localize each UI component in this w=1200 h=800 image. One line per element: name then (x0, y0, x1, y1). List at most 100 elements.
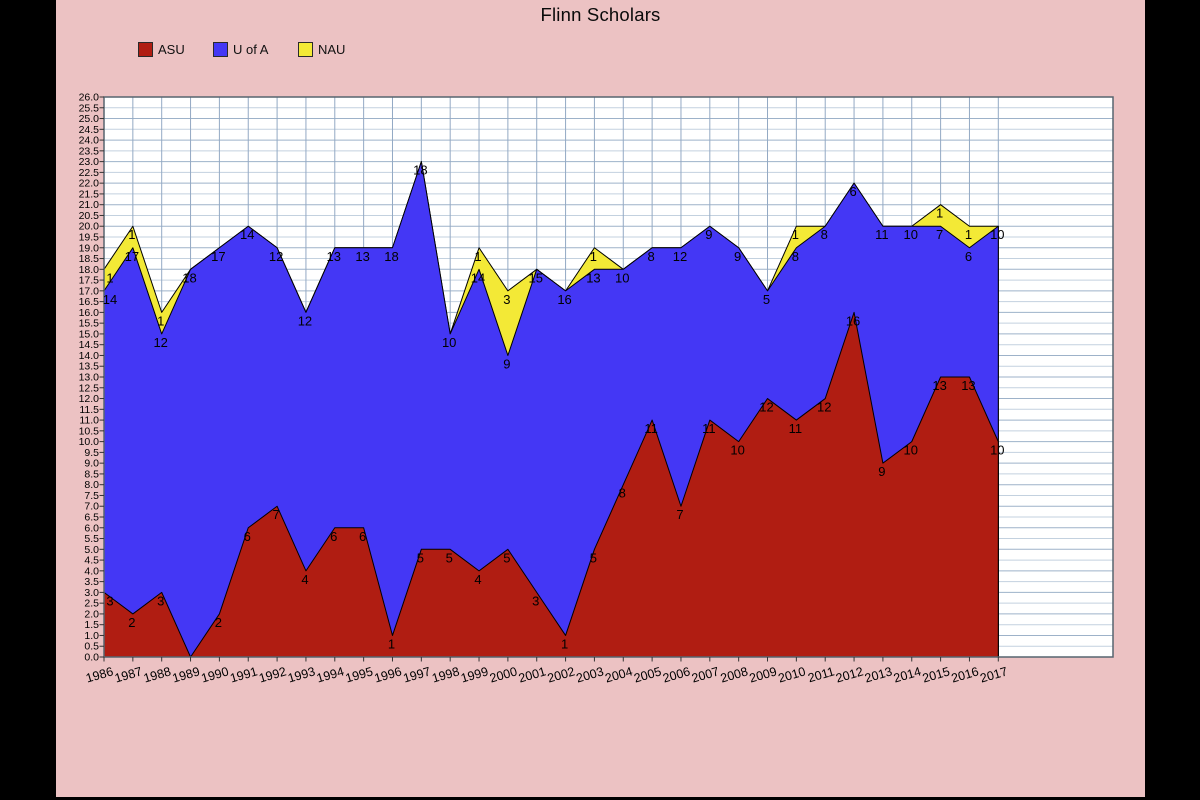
data-label-uofa: 8 (792, 249, 799, 264)
asu-swatch (138, 42, 153, 57)
x-axis-label: 2017 (979, 664, 1010, 685)
legend-item-asu: ASU (138, 42, 185, 57)
x-axis-label: 2013 (863, 664, 894, 685)
data-label-nau: 1 (936, 206, 943, 221)
data-label-asu: 2 (128, 615, 135, 630)
y-axis-label: 22.5 (79, 167, 100, 179)
data-label-asu: 3 (532, 593, 539, 608)
y-axis-label: 18.0 (79, 264, 100, 276)
data-label-uofa: 10 (442, 335, 456, 350)
y-axis-label: 12.5 (79, 382, 100, 394)
data-label-uofa: 13 (586, 270, 600, 285)
chart-canvas: Flinn Scholars ASU U of A NAU 0.0 0.5 1.0 1… (56, 0, 1145, 797)
x-axis-label: 1996 (373, 664, 404, 685)
x-axis-label: 2007 (690, 664, 721, 685)
data-label-uofa: 12 (269, 249, 283, 264)
y-axis-label: 1.5 (84, 619, 99, 631)
data-label-nau: 1 (106, 270, 113, 285)
x-axis-label: 2014 (892, 664, 923, 685)
x-axis-label: 1997 (402, 664, 433, 685)
data-label-asu: 12 (759, 400, 773, 415)
y-axis-label: 13.0 (79, 372, 100, 384)
x-axis-label: 1986 (84, 664, 115, 685)
y-axis-label: 0.0 (84, 652, 99, 664)
y-axis-label: 23.5 (79, 145, 100, 157)
data-label-uofa: 18 (182, 270, 196, 285)
x-axis-label: 1991 (228, 664, 259, 685)
y-axis-label: 4.0 (84, 565, 99, 577)
y-axis-label: 14.0 (79, 350, 100, 362)
data-label-uofa: 17 (125, 249, 139, 264)
data-label-asu: 11 (702, 421, 716, 436)
data-label-asu: 6 (244, 529, 251, 544)
data-label-asu: 7 (676, 507, 683, 522)
x-axis-label: 1995 (344, 664, 375, 685)
y-axis-label: 7.0 (84, 501, 99, 513)
y-axis-label: 2.0 (84, 608, 99, 620)
y-axis-label: 20.0 (79, 221, 100, 233)
data-label-asu: 1 (561, 636, 568, 651)
data-label-asu: 8 (619, 486, 626, 501)
y-axis-label: 4.5 (84, 555, 99, 567)
x-axis-label: 1994 (315, 664, 346, 685)
chart-svg: 0.00.51.01.52.02.53.03.54.04.55.05.56.06… (79, 92, 1114, 686)
legend-item-uofa: U of A (213, 42, 268, 57)
y-axis-label: 25.5 (79, 102, 100, 114)
chart-title: Flinn Scholars (540, 4, 661, 25)
x-axis-label: 1990 (200, 664, 231, 685)
data-label-asu: 5 (503, 550, 510, 565)
y-axis-label: 11.0 (79, 415, 99, 427)
x-axis-label: 1999 (459, 664, 490, 685)
data-label-asu: 7 (272, 507, 279, 522)
y-axis-label: 21.5 (79, 188, 100, 200)
y-axis-label: 12.0 (79, 393, 100, 405)
data-label-uofa: 13 (355, 249, 369, 264)
data-label-uofa: 12 (153, 335, 167, 350)
x-axis-label: 2011 (806, 664, 836, 685)
y-axis-label: 19.5 (79, 232, 100, 244)
data-label-asu: 1 (388, 636, 395, 651)
y-axis-label: 17.0 (79, 285, 100, 297)
y-axis-label: 21.0 (79, 199, 100, 211)
y-axis-label: 2.5 (84, 598, 99, 610)
y-axis-label: 3.0 (84, 587, 99, 599)
data-label-asu: 12 (817, 400, 831, 415)
x-axis-label: 1988 (142, 664, 173, 685)
data-label-uofa: 18 (384, 249, 398, 264)
data-label-nau: 1 (128, 227, 135, 242)
data-label-uofa: 14 (471, 270, 485, 285)
y-axis-label: 16.5 (79, 296, 100, 308)
data-label-asu: 5 (446, 550, 453, 565)
x-axis-label: 1998 (430, 664, 461, 685)
data-label-uofa: 15 (528, 270, 542, 285)
data-label-asu: 5 (417, 550, 424, 565)
x-axis-label: 2003 (575, 664, 606, 685)
y-axis-label: 14.5 (79, 339, 100, 351)
data-label-asu: 9 (878, 464, 885, 479)
legend-label-uofa: U of A (233, 42, 269, 57)
y-axis-label: 3.5 (84, 576, 99, 588)
y-axis-label: 6.0 (84, 522, 99, 534)
x-axis-label: 2005 (632, 664, 663, 685)
data-label-nau: 1 (792, 227, 799, 242)
data-label-nau: 1 (474, 249, 481, 264)
data-label-asu: 4 (301, 572, 308, 587)
data-label-uofa: 16 (557, 292, 571, 307)
y-axis-label: 9.5 (84, 447, 99, 459)
y-axis-label: 0.5 (84, 641, 99, 653)
data-label-uofa: 9 (734, 249, 741, 264)
y-axis-label: 23.0 (79, 156, 100, 168)
data-label-asu: 6 (359, 529, 366, 544)
data-label-asu: 13 (932, 378, 946, 393)
y-axis-label: 22.0 (79, 178, 100, 190)
data-label-uofa: 6 (849, 184, 856, 199)
x-axis-label: 2016 (950, 664, 981, 685)
data-label-uofa: 14 (240, 227, 254, 242)
data-label-uofa: 9 (705, 227, 712, 242)
x-axis-label: 1987 (113, 664, 144, 685)
data-label-uofa: 14 (103, 292, 117, 307)
data-label-uofa: 5 (763, 292, 770, 307)
uofa-swatch (213, 42, 228, 57)
x-axis-label: 2002 (546, 664, 577, 685)
